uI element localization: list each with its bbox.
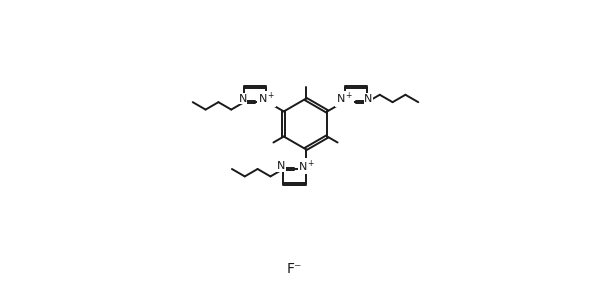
Text: N$^+$: N$^+$	[257, 91, 275, 106]
Text: N: N	[238, 94, 247, 104]
Text: N$^+$: N$^+$	[336, 91, 354, 106]
Text: N: N	[364, 94, 373, 104]
Text: F⁻: F⁻	[287, 262, 302, 276]
Text: N: N	[277, 161, 285, 171]
Text: N$^+$: N$^+$	[298, 158, 316, 174]
